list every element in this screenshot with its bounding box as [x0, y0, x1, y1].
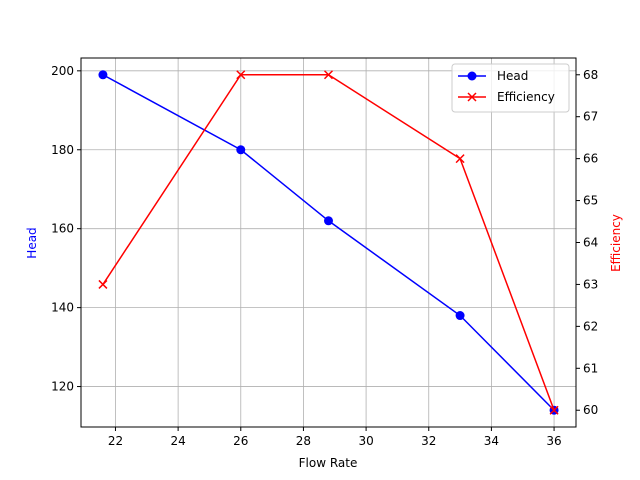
y-axis-right: 60 61 62 63 64 65 66 67 68: [576, 68, 598, 417]
data-point: [98, 279, 108, 289]
data-point: [323, 70, 334, 80]
y-tick-label: 120: [51, 380, 74, 394]
y-tick-label: 160: [51, 222, 74, 236]
x-tick-label: 26: [233, 434, 248, 448]
circle-marker-icon: [467, 71, 477, 81]
x-tick-label: 32: [421, 434, 436, 448]
y2-tick-label: 64: [583, 236, 598, 250]
legend-label-head: Head: [497, 69, 528, 83]
plot-frame: [80, 57, 577, 428]
data-point: [236, 145, 246, 155]
y2-tick-label: 67: [583, 110, 598, 124]
data-point: [455, 311, 465, 321]
x-tick-label: 34: [484, 434, 499, 448]
legend-item-efficiency: Efficiency: [458, 90, 555, 104]
x-marker-icon: [467, 92, 477, 102]
y2-tick-label: 61: [583, 361, 598, 375]
y2-tick-label: 66: [583, 152, 598, 166]
data-lines: [98, 70, 559, 415]
data-point: [324, 216, 333, 226]
y2-tick-label: 60: [583, 403, 598, 417]
y-tick-label: 180: [51, 143, 74, 157]
data-point: [455, 154, 465, 164]
y2-tick-label: 68: [583, 68, 598, 82]
x-axis-label: Flow Rate: [299, 456, 358, 470]
x-tick-label: 24: [170, 434, 185, 448]
y2-tick-label: 63: [583, 277, 598, 291]
legend: Head Efficiency: [451, 63, 570, 113]
y-tick-label: 140: [51, 301, 74, 315]
y-tick-label: 200: [51, 64, 74, 78]
series-line-head: [102, 74, 555, 411]
data-point: [549, 405, 559, 415]
grid-lines: [81, 58, 576, 427]
y-axis-left-label: Head: [25, 227, 39, 258]
legend-label-efficiency: Efficiency: [497, 90, 555, 104]
data-point: [236, 70, 246, 80]
x-tick-label: 22: [108, 434, 123, 448]
series-line-efficiency: [102, 74, 555, 411]
y2-tick-label: 62: [583, 319, 598, 333]
x-tick-label: 28: [296, 434, 311, 448]
x-tick-label: 36: [546, 434, 561, 448]
x-tick-label: 30: [358, 434, 373, 448]
legend-item-head: Head: [458, 69, 528, 83]
y-axis-left: 120 140 160 180 200: [51, 64, 81, 394]
y2-tick-label: 65: [583, 194, 598, 208]
data-point: [98, 70, 108, 80]
y-axis-right-label: Efficiency: [609, 214, 623, 272]
x-axis: 22 24 26 28 30 32 34 36: [108, 427, 562, 448]
